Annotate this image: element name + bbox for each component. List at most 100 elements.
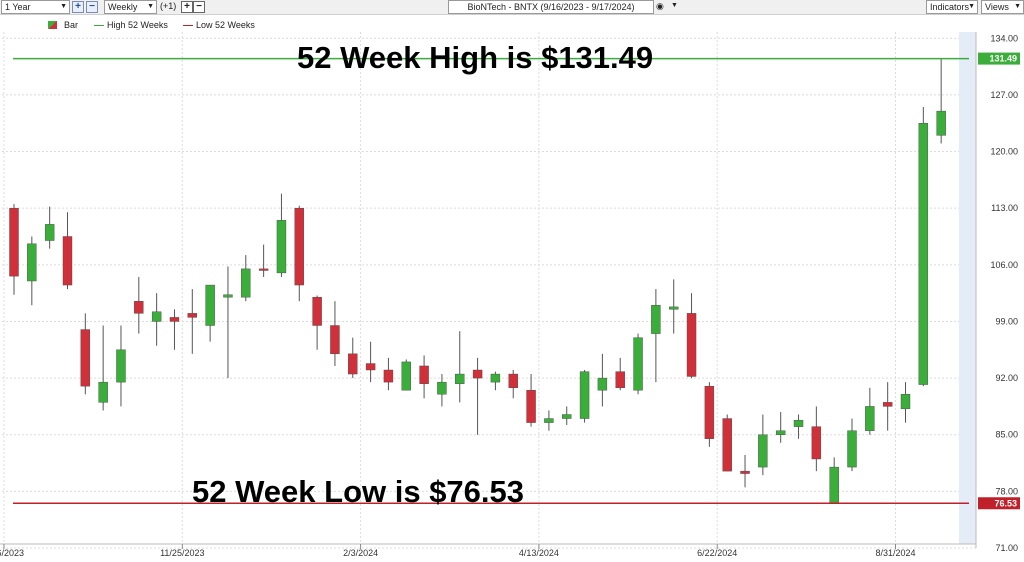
y-tick-label: 71.00 xyxy=(995,543,1018,553)
period-value: 1 Year xyxy=(5,2,31,12)
candle-body xyxy=(205,284,215,326)
candle-body xyxy=(686,313,697,377)
candle-body xyxy=(437,381,447,395)
interval-value: Weekly xyxy=(108,2,138,12)
future-shade-area xyxy=(959,32,976,544)
candle-body xyxy=(169,317,180,322)
candle-body xyxy=(348,353,358,375)
high-price-tag-text: 131.49 xyxy=(989,54,1017,64)
candle-body xyxy=(151,311,162,322)
candle-body xyxy=(633,337,643,391)
x-tick-label: 2/3/2024 xyxy=(343,548,378,558)
chevron-down-icon: ▼ xyxy=(147,3,154,10)
legend-item-bar: Bar xyxy=(48,19,78,31)
candle-body xyxy=(579,371,590,419)
x-tick-label: 4/13/2024 xyxy=(519,548,559,558)
candle-body xyxy=(401,361,411,391)
legend-item-low: Low 52 Weeks xyxy=(183,19,255,31)
offset-minus-button[interactable]: − xyxy=(193,1,205,13)
candles-group xyxy=(9,58,946,504)
chart-toolbar: 1 Year ▼ + − Weekly ▼ (+1) + − BioNTech … xyxy=(0,0,1024,15)
candle-body xyxy=(455,373,465,384)
candle-body xyxy=(597,377,608,391)
candle-body xyxy=(615,371,625,389)
legend-high-label: High 52 Weeks xyxy=(107,20,168,30)
candle-body xyxy=(330,325,340,355)
views-button[interactable]: Views ▼ xyxy=(981,0,1024,14)
candle-body xyxy=(419,365,429,384)
candle-body xyxy=(544,418,554,423)
candle-body xyxy=(276,220,287,274)
candle-body xyxy=(758,434,768,468)
candle-body xyxy=(936,110,946,136)
y-axis: 134.00 127.00 120.00 113.00 106.00 99.00 92.00… xyxy=(975,32,1018,553)
period-select[interactable]: 1 Year ▼ xyxy=(1,0,70,14)
indicators-label: Indicators xyxy=(930,2,970,12)
candle-body xyxy=(241,268,251,298)
interval-select[interactable]: Weekly ▼ xyxy=(104,0,157,14)
candle-body xyxy=(44,224,55,241)
y-tick-label: 99.00 xyxy=(995,316,1018,326)
x-tick-label: 9/16/2023 xyxy=(0,548,24,558)
chevron-down-icon: ▼ xyxy=(60,3,67,10)
chevron-down-icon: ▼ xyxy=(1014,3,1021,10)
offset-plus-button[interactable]: + xyxy=(181,1,193,13)
y-tick-label: 127.00 xyxy=(990,90,1018,100)
legend-bar-label: Bar xyxy=(64,20,79,30)
candle-body xyxy=(562,414,572,419)
y-tick-label: 120.00 xyxy=(990,147,1018,157)
x-axis: 9/16/2023 11/25/2023 2/3/2024 4/13/2024 6/22… xyxy=(0,543,976,558)
candle-body xyxy=(775,430,786,435)
candle-body xyxy=(80,329,91,387)
x-tick-label: 11/25/2023 xyxy=(160,548,204,558)
high-price-tag xyxy=(978,52,1020,65)
grid-lines xyxy=(2,32,976,549)
candle-body xyxy=(740,470,750,474)
y-tick-label: 92.00 xyxy=(995,373,1018,383)
symbol-title: BioNTech - BNTX (9/16/2023 - 9/17/2024) xyxy=(467,2,635,12)
zoom-in-button[interactable]: + xyxy=(72,1,84,13)
candle-body xyxy=(722,418,732,472)
candle-body xyxy=(508,373,518,388)
zoom-out-button[interactable]: − xyxy=(86,1,98,13)
indicators-button[interactable]: Indicators ▼ xyxy=(926,0,978,14)
y-tick-label: 113.00 xyxy=(991,203,1018,213)
y-tick-label: 134.00 xyxy=(990,33,1018,43)
x-tick-label: 8/31/2024 xyxy=(875,548,915,558)
bar-swatch-icon xyxy=(48,21,57,29)
low-line-swatch-icon xyxy=(183,25,193,26)
chevron-down-icon: ▼ xyxy=(968,3,975,10)
candle-body xyxy=(223,294,233,298)
legend-low-label: Low 52 Weeks xyxy=(196,20,255,30)
candlestick-chart[interactable]: 134.00 127.00 120.00 113.00 106.00 99.00 92.00… xyxy=(0,14,1024,562)
candle-body xyxy=(882,402,893,407)
views-label: Views xyxy=(985,2,1009,12)
chevron-down-icon[interactable]: ▼ xyxy=(671,2,678,9)
candle-body xyxy=(258,268,269,271)
candle-body xyxy=(98,381,108,403)
candle-body xyxy=(365,363,376,371)
candle-body xyxy=(490,373,501,383)
candle-body xyxy=(9,207,19,277)
candle-body xyxy=(669,306,679,310)
legend-item-high: High 52 Weeks xyxy=(94,19,168,31)
candle-body xyxy=(526,390,536,423)
candle-body xyxy=(294,207,304,286)
y-tick-label: 85.00 xyxy=(995,430,1018,440)
candle-body xyxy=(62,236,73,286)
camera-icon[interactable]: ◉ xyxy=(656,1,664,11)
low-price-tag-text: 76.53 xyxy=(994,498,1017,508)
candle-body xyxy=(829,466,839,503)
high-line-swatch-icon xyxy=(94,25,104,26)
candle-body xyxy=(472,369,483,379)
y-tick-label: 106.00 xyxy=(990,260,1018,270)
symbol-title-box[interactable]: BioNTech - BNTX (9/16/2023 - 9/17/2024) xyxy=(448,0,654,14)
candle-body xyxy=(793,419,804,427)
candle-body xyxy=(865,406,875,431)
high-annotation: 52 Week High is $131.49 xyxy=(297,40,653,75)
candle-body xyxy=(704,385,715,439)
x-tick-label: 6/22/2024 xyxy=(697,548,737,558)
low-price-tag xyxy=(978,497,1020,510)
candle-body xyxy=(27,243,37,282)
low-annotation: 52 Week Low is $76.53 xyxy=(192,474,524,509)
